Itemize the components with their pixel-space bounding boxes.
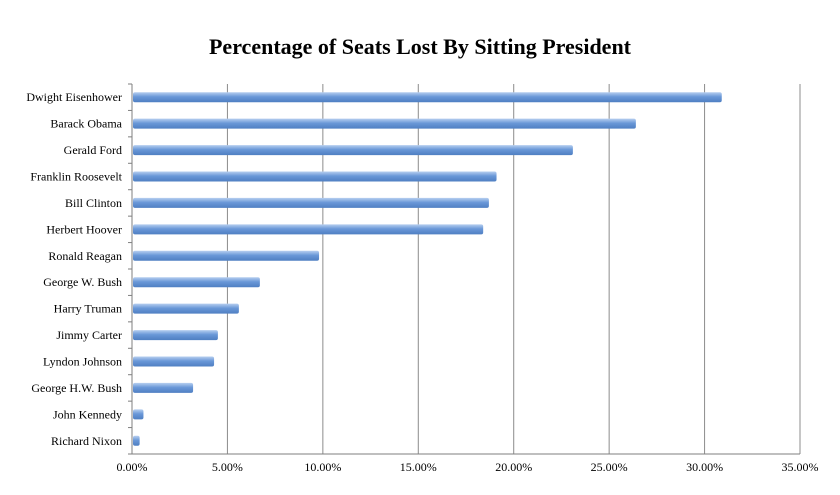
y-category-label: George W. Bush	[43, 275, 122, 289]
x-tick-label: 10.00%	[304, 460, 341, 474]
bar	[133, 118, 636, 129]
x-tick-label: 15.00%	[400, 460, 437, 474]
bar	[133, 145, 573, 156]
y-category-label: John Kennedy	[53, 407, 122, 421]
chart-title: Percentage of Seats Lost By Sitting Pres…	[208, 34, 632, 59]
y-category-label: Lyndon Johnson	[43, 355, 122, 369]
y-category-label: Harry Truman	[54, 302, 122, 316]
y-category-label: George H.W. Bush	[31, 381, 122, 395]
bar	[133, 382, 194, 393]
y-category-label: Richard Nixon	[51, 434, 122, 448]
bar	[133, 250, 320, 261]
x-tick-label: 35.00%	[782, 460, 819, 474]
bar	[133, 409, 144, 420]
bar	[133, 171, 497, 182]
bar	[133, 356, 215, 367]
y-category-label: Herbert Hoover	[46, 222, 122, 236]
bar	[133, 330, 218, 341]
bar	[133, 303, 239, 314]
x-tick-label: 5.00%	[212, 460, 243, 474]
bar	[133, 277, 260, 288]
x-tick-label: 20.00%	[495, 460, 532, 474]
x-tick-label: 0.00%	[117, 460, 148, 474]
x-tick-label: 25.00%	[591, 460, 628, 474]
bar	[133, 197, 489, 208]
y-category-label: Gerald Ford	[64, 143, 122, 157]
bar	[133, 224, 484, 235]
y-category-label: Franklin Roosevelt	[30, 170, 122, 184]
y-category-label: Barack Obama	[50, 117, 122, 131]
y-category-label: Dwight Eisenhower	[26, 90, 122, 104]
y-category-label: Jimmy Carter	[56, 328, 122, 342]
x-tick-label: 30.00%	[686, 460, 723, 474]
bar	[133, 92, 722, 103]
y-category-label: Ronald Reagan	[48, 249, 122, 263]
y-category-label: Bill Clinton	[65, 196, 122, 210]
bar	[133, 435, 140, 446]
